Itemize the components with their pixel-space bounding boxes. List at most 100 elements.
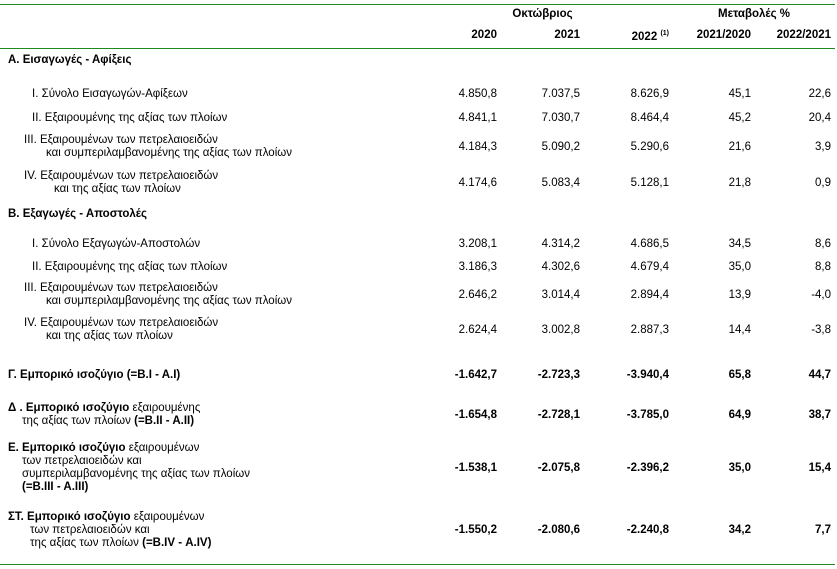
row-label: Ε. Εμπορικό ισοζύγιο εξαιρουμένων των πε…	[0, 431, 415, 505]
table-row: II. Εξαιρουμένης της αξίας των πλοίων 4.…	[0, 106, 835, 130]
row-label-line-1: III. Εξαιρουμένων των πετρελαιοειδών	[24, 134, 218, 146]
row-label: IV. Εξαιρουμένων των πετρελαιοειδών και …	[0, 164, 415, 202]
cell-change-1: 34,2	[728, 523, 751, 536]
cell-2021: 5.083,4	[541, 176, 580, 189]
table-row: I. Σύνολο Εισαγωγών-Αφίξεων 4.850,8 7.03…	[0, 82, 835, 106]
row-label-line-3: της αξίας των πλοίων	[30, 536, 143, 549]
row-label: I. Σύνολο Εισαγωγών-Αφίξεων	[32, 87, 188, 100]
cell-change-2: 8,6	[815, 237, 832, 250]
balance-row-g: Γ. Εμπορικό ισοζύγιο (=Β.Ι - Α.Ι) -1.642…	[0, 363, 835, 387]
row-label-line-2: και της αξίας των πλοίων	[54, 183, 181, 195]
cell-2021: -2.723,3	[537, 368, 580, 381]
section-b-title: Β. Εξαγωγές - Αποστολές	[8, 207, 147, 220]
cell-change-2: 44,7	[808, 368, 832, 381]
cell-2020: -1.654,8	[454, 408, 497, 421]
cell-2020: 4.850,8	[458, 87, 497, 100]
header-changes: Μεταβολές %	[718, 8, 790, 20]
row-label-line-2: και συμπεριλαμβανομένης της αξίας των πλ…	[46, 147, 292, 159]
cell-2020: 4.841,1	[458, 111, 497, 124]
row-label-line-1: IV. Εξαιρουμένων των πετρελαιοειδών	[24, 170, 219, 182]
row-label-line-2: των πετρελαιοειδών και	[22, 455, 142, 467]
row-label: II. Εξαιρουμένης της αξίας των πλοίων	[32, 111, 228, 124]
row-label-rest: εξαιρουμένων	[130, 510, 205, 523]
bottom-green-rule	[0, 564, 835, 565]
row-label-line-2: και της αξίας των πλοίων	[46, 330, 173, 342]
cell-change-2: 8,8	[815, 260, 832, 273]
cell-2020: -1.538,1	[454, 461, 497, 474]
cell-change-2: 22,6	[808, 87, 832, 100]
cell-change-1: 21,8	[728, 176, 751, 189]
cell-2020: 3.186,3	[458, 260, 497, 273]
balance-row-d: Δ . Εμπορικό ισοζύγιο εξαιρουμένης της α…	[0, 399, 835, 431]
row-label-formula: (=Β.ΙV - Α.ΙV)	[142, 536, 212, 549]
cell-2022: 2.894,4	[630, 288, 669, 301]
row-label: Δ . Εμπορικό ισοζύγιο εξαιρουμένης της α…	[0, 399, 415, 431]
table-row: III. Εξαιρουμένων των πετρελαιοειδών και…	[0, 130, 835, 164]
cell-2020: 4.184,3	[458, 140, 497, 153]
cell-change-1: 35,0	[728, 260, 751, 273]
cell-change-1: 21,6	[728, 140, 751, 153]
row-label-rest: εξαιρουμένων	[125, 442, 200, 454]
col-header-2021: 2021	[501, 24, 584, 49]
cell-2020: 4.174,6	[458, 176, 497, 189]
table-row: I. Σύνολο Εξαγωγών-Αποστολών 3.208,1 4.3…	[0, 232, 835, 256]
section-b-row: Β. Εξαγωγές - Αποστολές	[0, 202, 835, 226]
top-green-rule	[0, 4, 835, 5]
cell-2022: -3.785,0	[626, 408, 669, 421]
top-stray-character: '	[102, 0, 104, 4]
cell-2022: -2.396,2	[626, 461, 669, 474]
row-label-line-1: III. Εξαιρουμένων των πετρελαιοειδών	[24, 282, 218, 294]
cell-2022: -2.240,8	[626, 523, 669, 536]
col-header-2021-2020: 2021/2020	[673, 24, 755, 49]
cell-2021: 7.030,7	[541, 111, 580, 124]
cell-2020: 2.624,4	[458, 323, 497, 336]
cell-2020: -1.642,7	[454, 368, 497, 381]
row-label-bold: Ε. Εμπορικό ισοζύγιο	[8, 442, 126, 454]
cell-2022: 8.626,9	[630, 87, 669, 100]
cell-2021: -2.728,1	[537, 408, 580, 421]
cell-2021: -2.080,6	[537, 523, 580, 536]
col-header-2022-label: 2022	[631, 31, 658, 44]
cell-change-2: 7,7	[815, 523, 832, 536]
cell-change-1: 35,0	[728, 461, 751, 474]
cell-change-2: 38,7	[808, 408, 832, 421]
section-a-row: Α. Εισαγωγές - Αφίξεις	[0, 48, 835, 72]
row-label: IV. Εξαιρουμένων των πετρελαιοειδών και …	[0, 312, 415, 348]
cell-change-1: 14,4	[728, 323, 751, 336]
row-label-bold: ΣΤ. Εμπορικό ισοζύγιο	[8, 510, 131, 523]
table-row: IV. Εξαιρουμένων των πετρελαιοειδών και …	[0, 164, 835, 202]
section-a-title: Α. Εισαγωγές - Αφίξεις	[8, 53, 132, 66]
cell-change-2: 15,4	[808, 461, 832, 474]
col-header-2020: 2020	[415, 24, 501, 49]
cell-2022: 5.128,1	[630, 176, 669, 189]
cell-2022: -3.940,4	[626, 368, 669, 381]
row-label-line-2: των πετρελαιοειδών και	[30, 523, 150, 536]
cell-2020: 2.646,2	[458, 288, 497, 301]
trade-balance-table: Οκτώβριος Μεταβολές % 2020 2021 2022 (1)…	[0, 5, 836, 555]
header-group-row: Οκτώβριος Μεταβολές %	[0, 5, 835, 24]
row-label: I. Σύνολο Εξαγωγών-Αποστολών	[32, 237, 201, 250]
row-label-line-1: IV. Εξαιρουμένων των πετρελαιοειδών	[24, 317, 219, 329]
cell-2021: 4.302,6	[541, 260, 580, 273]
cell-2022: 2.887,3	[630, 323, 669, 336]
cell-2022: 8.464,4	[630, 111, 669, 124]
row-label-line-2: και συμπεριλαμβανομένης της αξίας των πλ…	[46, 295, 292, 307]
cell-change-2: -3,8	[811, 323, 832, 336]
cell-change-1: 13,9	[728, 288, 751, 301]
row-label: III. Εξαιρουμένων των πετρελαιοειδών και…	[0, 130, 415, 164]
row-label: III. Εξαιρουμένων των πετρελαιοειδών και…	[0, 278, 415, 312]
cell-2020: -1.550,2	[454, 523, 497, 536]
row-label-rest: εξαιρουμένης	[129, 402, 201, 414]
cell-2022: 4.679,4	[630, 260, 669, 273]
table-row: II. Εξαιρουμένης της αξίας των πλοίων 3.…	[0, 256, 835, 278]
cell-change-1: 64,9	[728, 408, 751, 421]
col-header-2022-note: (1)	[660, 30, 669, 38]
cell-change-1: 45,2	[728, 111, 751, 124]
row-label-formula: (=Β.ΙΙ - Α.ΙΙ)	[134, 415, 195, 427]
row-label-bold: Δ . Εμπορικό ισοζύγιο	[8, 402, 130, 414]
row-label: ΣΤ. Εμπορικό ισοζύγιο εξαιρουμένων των π…	[0, 505, 415, 555]
cell-change-1: 34,5	[728, 237, 751, 250]
cell-2021: 5.090,2	[541, 140, 580, 153]
cell-change-2: 0,9	[815, 176, 832, 189]
cell-change-2: 3,9	[815, 140, 832, 153]
